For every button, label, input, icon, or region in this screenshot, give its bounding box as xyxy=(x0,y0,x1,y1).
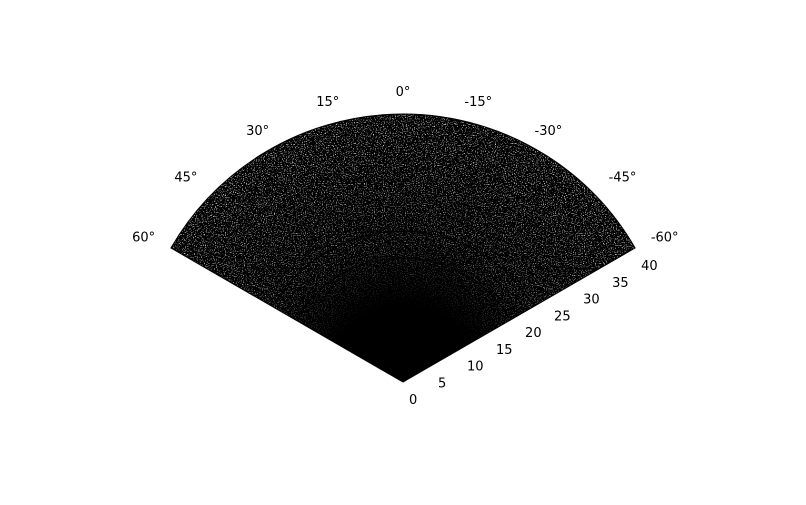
r-tick-label: 10 xyxy=(467,360,484,375)
r-tick-label: 25 xyxy=(554,309,571,324)
r-tick-label: 40 xyxy=(641,259,658,274)
polar-sector xyxy=(170,113,636,383)
inner-arc-1 xyxy=(274,230,532,303)
theta-tick-labels: 60° 45° 30° 15° 0° -15° -30° -45° -60° xyxy=(132,85,678,245)
theta-tick-label: -60° xyxy=(651,231,679,246)
r-tick-label: 0 xyxy=(409,393,417,408)
near-range-shade xyxy=(170,114,636,382)
r-tick-label: 5 xyxy=(438,376,446,391)
r-tick-label: 15 xyxy=(496,343,513,358)
sector-outline xyxy=(170,113,636,383)
r-tick-label: 35 xyxy=(612,276,629,291)
theta-tick-label: 15° xyxy=(316,95,339,110)
inner-arc-0 xyxy=(297,257,509,317)
theta-tick-label: 30° xyxy=(246,124,269,139)
theta-tick-label: 0° xyxy=(396,85,411,100)
theta-tick-label: 45° xyxy=(174,170,197,185)
sector-texture xyxy=(170,114,636,382)
inner-arcs xyxy=(274,230,532,317)
theta-tick-label: 60° xyxy=(132,231,155,246)
theta-tick-label: -15° xyxy=(464,95,492,110)
theta-tick-label: -45° xyxy=(609,170,637,185)
r-tick-label: 20 xyxy=(525,326,542,341)
r-tick-labels: 0 5 10 15 20 25 30 35 40 xyxy=(409,259,658,408)
r-tick-label: 30 xyxy=(583,293,600,308)
theta-tick-label: -30° xyxy=(535,124,563,139)
